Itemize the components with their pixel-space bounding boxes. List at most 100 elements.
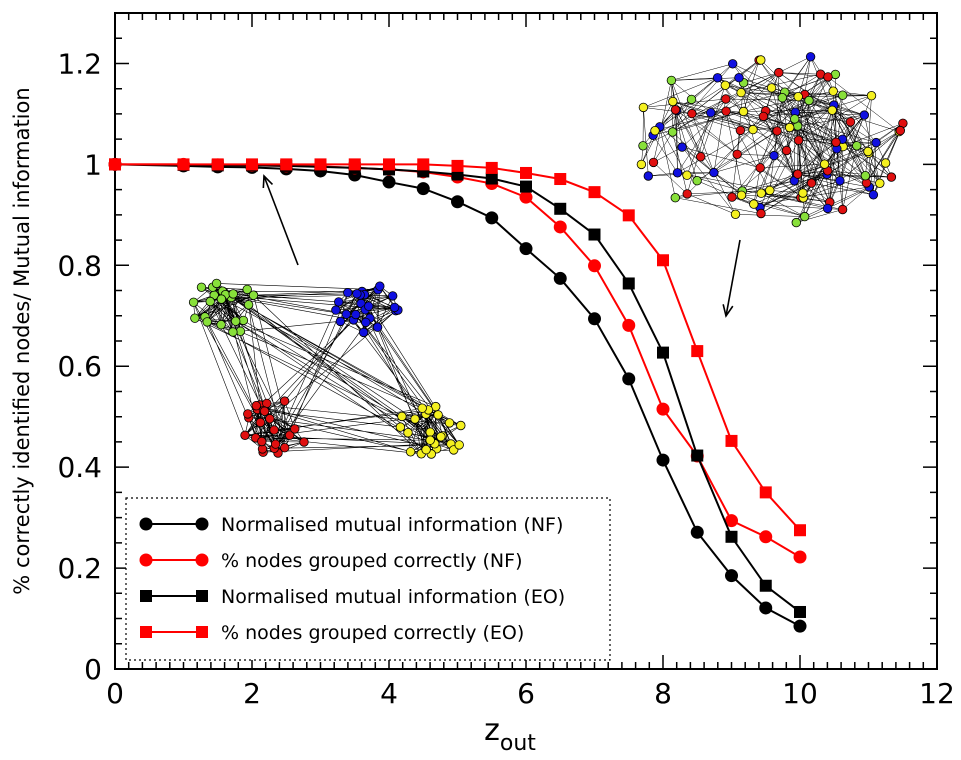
inset-node [730, 209, 741, 220]
inset-node [650, 125, 660, 136]
inset-node [190, 313, 200, 323]
inset-node [686, 94, 697, 105]
tick-marks [114, 12, 938, 670]
inset-node [666, 75, 677, 86]
x-tick-label: 2 [243, 677, 261, 710]
data-point [177, 158, 190, 171]
inset-node [828, 86, 838, 96]
legend: Normalised mutual information (NF) % node… [125, 497, 611, 661]
inset-node [774, 67, 784, 78]
inset-mixed-nodes [636, 52, 908, 228]
inset-node [804, 95, 814, 106]
y-tick-label: 1.2 [57, 47, 102, 80]
legend-marker [196, 626, 208, 638]
data-point [691, 345, 704, 358]
data-point [794, 524, 806, 537]
inset-node [728, 59, 738, 69]
data-point [759, 601, 773, 615]
inset-node [343, 288, 353, 298]
x-tick-label: 8 [654, 677, 672, 710]
inset-node [677, 142, 687, 152]
data-point [519, 190, 533, 204]
x-axis-label-main: z [484, 713, 500, 748]
inset-node [748, 124, 758, 135]
inset-node [735, 125, 746, 136]
inset-node [211, 278, 222, 289]
x-tick-label: 0 [106, 677, 124, 710]
inset-node [290, 424, 300, 434]
inset-node [875, 178, 885, 189]
inset-node [638, 141, 648, 151]
y-tick-label: 0.2 [57, 552, 102, 585]
legend-marker [139, 517, 153, 531]
data-point [314, 158, 327, 171]
data-point [520, 166, 532, 179]
inset-node [425, 427, 435, 437]
inset-node [352, 289, 362, 299]
data-point [588, 228, 601, 241]
inset-node [860, 170, 871, 181]
data-point [622, 209, 635, 222]
inset-node [216, 294, 227, 304]
inset-node [425, 435, 435, 445]
legend-marker [140, 590, 152, 602]
inset-node [868, 190, 879, 200]
inset-node [720, 80, 731, 91]
inset-node [736, 87, 746, 98]
inset-node [334, 297, 344, 307]
inset-node [859, 110, 870, 120]
inset-node [279, 396, 290, 406]
inset-node [257, 436, 267, 447]
inset-node [372, 322, 383, 332]
inset-node [835, 176, 845, 186]
inset-node [781, 145, 792, 156]
data-point [725, 530, 738, 543]
inset-node [793, 135, 804, 145]
inset-node [687, 108, 697, 119]
inset-node [388, 291, 398, 301]
x-tick-label: 4 [380, 677, 398, 710]
data-point [485, 211, 499, 225]
x-axis-label-sub: out [500, 731, 536, 756]
inset-node [886, 172, 897, 182]
inset-mixed-edges [641, 56, 904, 223]
series-3 [109, 158, 806, 537]
inset-node [299, 437, 309, 447]
inset-node [769, 150, 779, 161]
data-point [793, 550, 807, 564]
inset-node [205, 296, 215, 307]
data-point [759, 486, 772, 499]
data-point [725, 434, 738, 447]
data-series [108, 157, 807, 633]
inset-clustered-nodes [188, 278, 466, 459]
inset-node [682, 189, 692, 199]
inset-node [454, 440, 464, 450]
inset-node [777, 92, 788, 103]
arrow-to-low-zout-shaft [263, 175, 299, 266]
inset-node [758, 111, 769, 122]
y-tick-label: 0.4 [57, 451, 102, 484]
inset-node [638, 102, 649, 113]
inset-node [791, 217, 802, 228]
x-tick-label: 10 [782, 677, 818, 710]
y-axis-label: % correctly identified nodes/ Mutual inf… [10, 87, 34, 594]
inset-node [819, 159, 830, 169]
inset-node [800, 211, 810, 222]
data-point [246, 158, 258, 171]
y-tick-label: 0.6 [57, 350, 102, 383]
inset-node [756, 188, 766, 198]
inset-node [285, 430, 295, 440]
data-point [793, 619, 807, 633]
data-point [280, 158, 293, 171]
inset-node [403, 428, 413, 438]
y-tick-label: 0.8 [57, 249, 102, 282]
inset-node [727, 192, 737, 202]
network-insets [188, 52, 908, 459]
data-point [622, 277, 635, 290]
data-point [554, 173, 567, 186]
inset-node [790, 114, 800, 124]
data-point [725, 514, 738, 528]
inset-node [756, 55, 766, 65]
inset-node [351, 309, 361, 320]
